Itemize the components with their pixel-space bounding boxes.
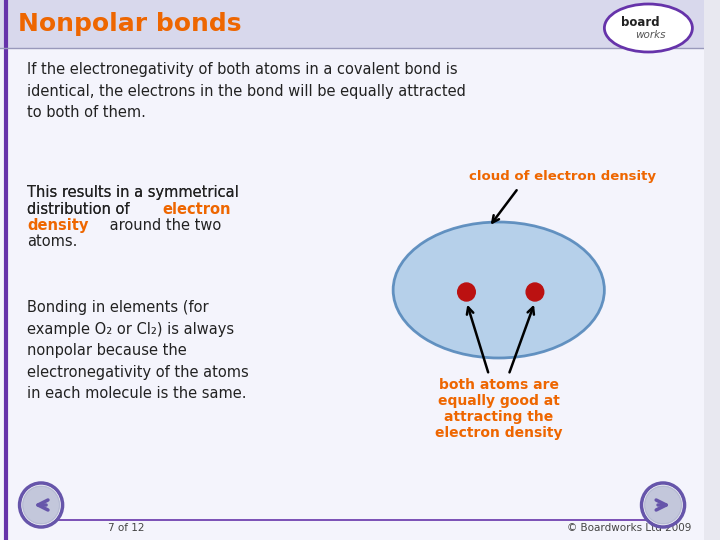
Text: attracting the: attracting the [444, 410, 554, 424]
Circle shape [644, 486, 682, 524]
Text: This results in a symmetrical: This results in a symmetrical [27, 185, 239, 200]
Bar [0, 0, 704, 48]
Text: © Boardworks Ltd 2009: © Boardworks Ltd 2009 [567, 523, 692, 533]
Circle shape [19, 483, 63, 527]
Text: equally good at: equally good at [438, 394, 559, 408]
Text: around the two: around the two [105, 218, 221, 233]
Text: cloud of electron density: cloud of electron density [469, 170, 656, 183]
Text: electron: electron [163, 201, 231, 217]
Circle shape [458, 283, 475, 301]
Text: distribution of  electron: distribution of  electron [27, 201, 203, 217]
Text: both atoms are: both atoms are [438, 378, 559, 392]
Text: electron density: electron density [435, 426, 562, 440]
Ellipse shape [604, 4, 693, 52]
Text: If the electronegativity of both atoms in a covalent bond is
identical, the elec: If the electronegativity of both atoms i… [27, 62, 467, 120]
Text: Bonding in elements (for
example O₂ or Cl₂) is always
nonpolar because the
elect: Bonding in elements (for example O₂ or C… [27, 300, 249, 401]
Text: board: board [621, 17, 660, 30]
Text: This results in a symmetrical: This results in a symmetrical [27, 185, 239, 200]
Ellipse shape [393, 222, 604, 358]
Text: Nonpolar bonds: Nonpolar bonds [17, 12, 241, 36]
Text: atoms.: atoms. [27, 234, 78, 249]
Circle shape [22, 486, 60, 524]
Circle shape [642, 483, 685, 527]
Circle shape [526, 283, 544, 301]
Text: density: density [27, 218, 89, 233]
Text: 7 of 12: 7 of 12 [107, 523, 144, 533]
Text: distribution of: distribution of [27, 201, 135, 217]
Text: works: works [635, 30, 665, 40]
Text: distribution of: distribution of [27, 201, 135, 217]
